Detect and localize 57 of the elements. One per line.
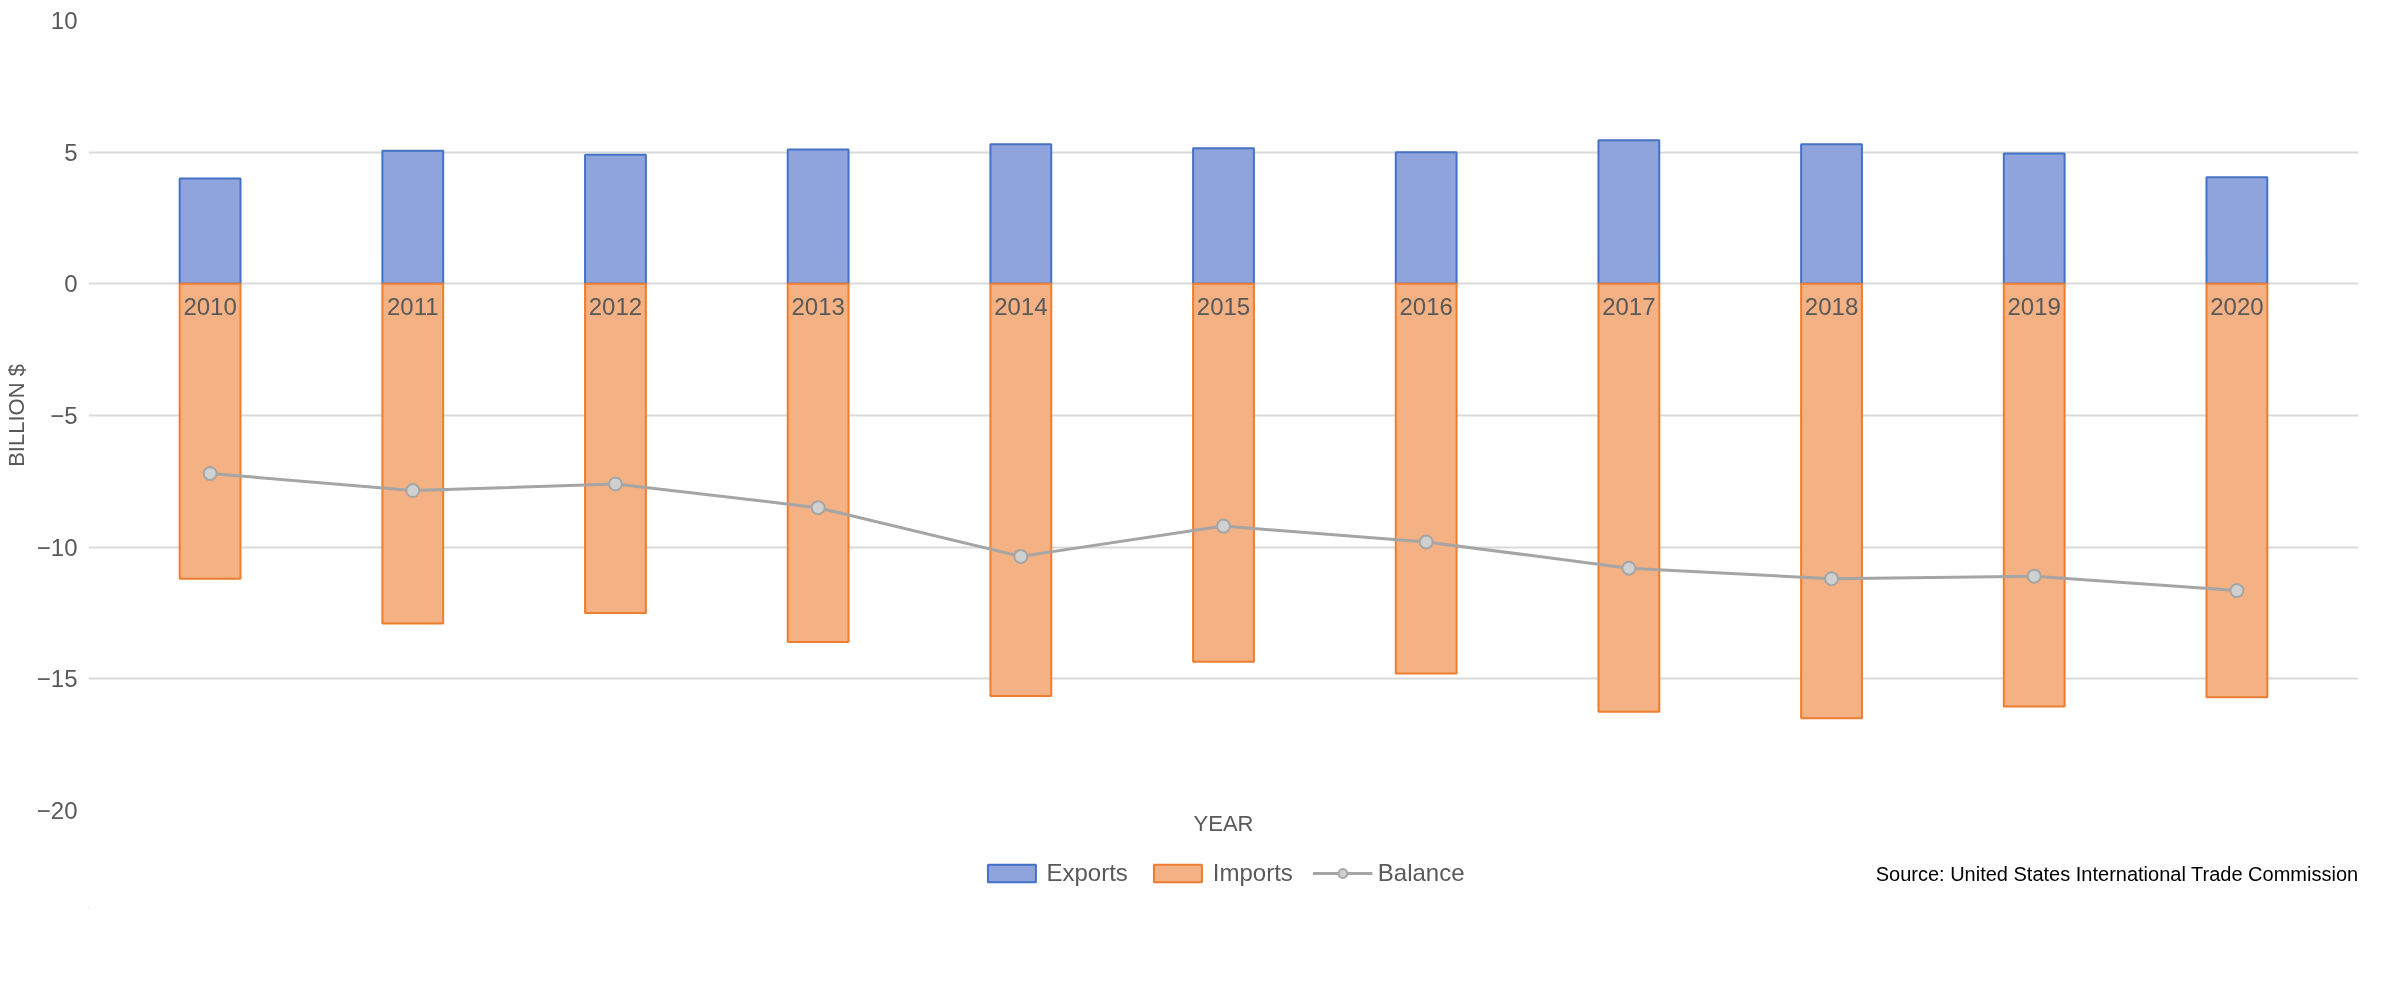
x-axis-title: YEAR	[1193, 810, 1254, 836]
bar	[1192, 147, 1255, 285]
legend-label: Imports	[1212, 859, 1293, 887]
point	[607, 476, 623, 492]
source-note: Source: United States International Trade Commission	[1875, 862, 2359, 885]
y-tick-label: 10	[50, 7, 78, 34]
bar	[786, 282, 850, 643]
bar	[1192, 282, 1255, 663]
x-tick-label: 2018	[1804, 292, 1859, 320]
point	[202, 465, 218, 481]
bar	[178, 177, 242, 285]
point	[2026, 568, 2042, 584]
point	[1621, 560, 1637, 576]
x-tick-label: 2017	[1602, 292, 1656, 320]
x-tick-label: 2010	[183, 292, 237, 320]
y-tick-label: −5	[50, 402, 78, 429]
bar	[381, 149, 445, 285]
y-tick-label: 0	[64, 270, 78, 298]
y-tick-label: 5	[64, 138, 78, 166]
x-tick-label: 2019	[2007, 292, 2061, 320]
bar	[2205, 176, 2269, 285]
point	[405, 483, 421, 499]
bar	[1800, 143, 1863, 285]
legend-label: Balance	[1377, 859, 1465, 887]
bar	[989, 282, 1053, 697]
point	[1216, 518, 1231, 534]
x-tick-label: 2013	[791, 292, 845, 320]
y-tick-label: −15	[36, 665, 78, 693]
bar	[1394, 151, 1458, 285]
y-tick-label: −10	[36, 533, 78, 561]
bar	[1597, 282, 1661, 713]
y-tick-label: −20	[36, 797, 78, 824]
bar	[584, 282, 647, 614]
point	[1824, 571, 1840, 587]
bar	[178, 282, 242, 580]
bar	[1800, 282, 1863, 720]
point	[810, 500, 826, 516]
bar	[2205, 282, 2269, 699]
bar	[1394, 282, 1458, 675]
point	[1418, 534, 1434, 550]
bar	[584, 153, 647, 285]
bar	[989, 143, 1053, 285]
x-tick-label: 2011	[386, 292, 439, 320]
legend-label: Exports	[1046, 859, 1128, 887]
point	[2229, 583, 2245, 599]
x-tick-label: 2016	[1399, 292, 1453, 320]
x-tick-label: 2014	[994, 292, 1048, 320]
bar	[2002, 282, 2066, 708]
bar	[381, 282, 445, 625]
x-tick-label: 2015	[1196, 292, 1251, 320]
bar	[1597, 139, 1661, 285]
x-tick-label: 2012	[588, 292, 643, 320]
point	[1013, 548, 1029, 564]
y-axis-title: BILLION $	[3, 364, 29, 467]
bar	[786, 148, 850, 285]
x-tick-label: 2020	[2210, 292, 2264, 320]
bar	[2002, 152, 2066, 285]
